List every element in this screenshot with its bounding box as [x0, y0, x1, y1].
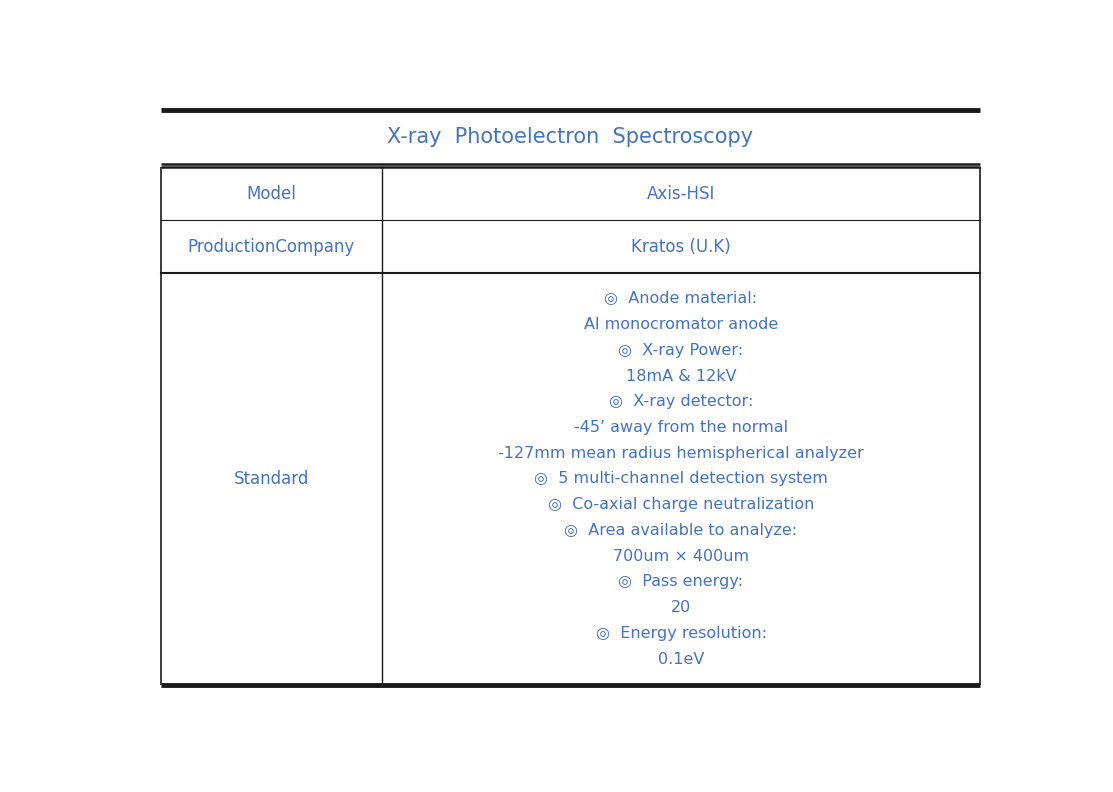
- Text: ProductionCompany: ProductionCompany: [188, 238, 355, 256]
- Text: ◎  Area available to analyze:: ◎ Area available to analyze:: [564, 523, 798, 538]
- Text: ◎  Co-axial charge neutralization: ◎ Co-axial charge neutralization: [548, 497, 815, 512]
- Text: -127mm mean radius hemispherical analyzer: -127mm mean radius hemispherical analyze…: [499, 446, 864, 461]
- Text: ◎  Anode material:: ◎ Anode material:: [604, 291, 758, 307]
- Text: ◎  5 multi-channel detection system: ◎ 5 multi-channel detection system: [534, 471, 828, 486]
- Text: 18mA & 12kV: 18mA & 12kV: [626, 368, 737, 383]
- Text: 700um × 400um: 700um × 400um: [613, 549, 749, 564]
- Text: Al monocromator anode: Al monocromator anode: [584, 317, 778, 332]
- Text: Model: Model: [246, 185, 296, 203]
- Text: ◎  X-ray detector:: ◎ X-ray detector:: [609, 394, 754, 409]
- Text: X-ray  Photoelectron  Spectroscopy: X-ray Photoelectron Spectroscopy: [387, 128, 754, 147]
- Text: 0.1eV: 0.1eV: [658, 652, 705, 667]
- Text: Axis-HSI: Axis-HSI: [647, 185, 716, 203]
- Text: 20: 20: [671, 600, 691, 615]
- Text: Kratos (U.K): Kratos (U.K): [631, 238, 731, 256]
- Text: ◎  X-ray Power:: ◎ X-ray Power:: [619, 343, 743, 358]
- Text: ◎  Pass energy:: ◎ Pass energy:: [619, 574, 743, 589]
- Text: -45ʼ away from the normal: -45ʼ away from the normal: [574, 420, 788, 435]
- Text: ◎  Energy resolution:: ◎ Energy resolution:: [595, 626, 767, 641]
- Text: Standard: Standard: [234, 470, 309, 488]
